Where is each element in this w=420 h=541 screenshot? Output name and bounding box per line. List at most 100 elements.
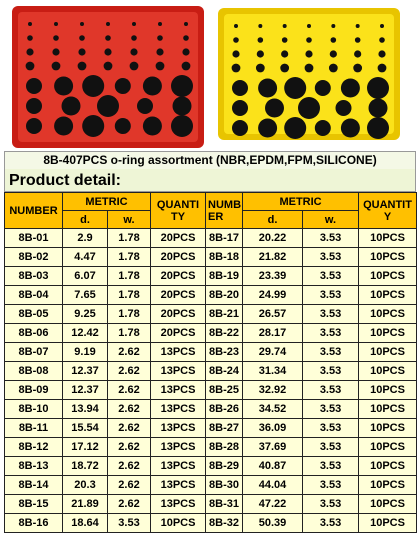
table-cell: 3.53 (302, 361, 360, 381)
table-cell: 3.53 (302, 247, 360, 267)
table-row: 8B-08 12.37 2.62 13PCS 8B-24 31.34 3.53 10PCS (4, 361, 418, 381)
table-cell: 2.62 (106, 361, 152, 381)
table-cell: 2.62 (106, 437, 152, 457)
table-cell: 8B-05 (4, 304, 63, 324)
red-case-tray (18, 12, 198, 142)
o-ring (380, 24, 384, 28)
table-cell: 20.3 (62, 475, 108, 495)
table-cell: 8B-20 (205, 285, 244, 305)
header-row: d. w. d. w. (5, 210, 417, 229)
table-cell: 13PCS (150, 456, 207, 476)
o-ring (183, 35, 189, 41)
table-cell: 2.9 (62, 228, 108, 248)
o-ring (354, 37, 361, 43)
table-cell: 8B-31 (205, 494, 244, 514)
o-ring (26, 118, 42, 134)
table-row: 8B-02 4.47 1.78 20PCS 8B-18 21.82 3.53 10PCS (4, 247, 418, 267)
table-cell: 12.37 (62, 361, 108, 381)
o-ring (26, 78, 42, 94)
o-ring (354, 50, 362, 58)
table-cell: 8B-17 (205, 228, 244, 248)
table-cell: 10PCS (358, 342, 418, 362)
table-cell: 4.47 (62, 247, 108, 267)
table-cell: 17.12 (62, 437, 108, 457)
table-cell: 10PCS (358, 399, 418, 419)
yellow-case (218, 8, 400, 140)
o-ring (304, 63, 314, 73)
o-ring (54, 22, 58, 26)
table-cell: 9.25 (62, 304, 108, 324)
table-cell: 8B-04 (4, 285, 63, 305)
table-cell: 18.72 (62, 456, 108, 476)
product-table: NUMBER METRIC QUANTI TY NUMB ER METRIC QUA… (4, 192, 418, 533)
table-cell: 3.53 (302, 513, 360, 533)
table-cell: 32.92 (242, 380, 304, 400)
o-ring (367, 117, 389, 139)
o-ring (284, 77, 307, 99)
product-detail-heading: Product detail: (4, 169, 416, 192)
table-cell: 20.22 (242, 228, 304, 248)
o-ring (114, 118, 131, 134)
header-cell: METRIC (61, 192, 152, 211)
o-ring (157, 35, 163, 41)
table-cell: 2.62 (106, 494, 152, 514)
o-ring (377, 63, 387, 73)
o-ring (171, 115, 193, 137)
header-line: QUANTIT (363, 198, 412, 211)
o-ring (298, 97, 320, 119)
header-line: TY (170, 210, 186, 223)
o-ring (79, 35, 85, 41)
table-cell: 1.78 (106, 285, 152, 305)
table-cell: 24.99 (242, 285, 304, 305)
table-cell: 8B-21 (205, 304, 244, 324)
table-cell: 3.53 (302, 228, 360, 248)
table-cell: 13.94 (62, 399, 108, 419)
table-cell: 1.78 (106, 247, 152, 267)
o-ring (131, 35, 137, 41)
header-cell: METRIC (242, 192, 360, 211)
o-ring (234, 24, 238, 28)
table-cell: 8B-16 (4, 513, 63, 533)
table-cell: 8B-30 (205, 475, 244, 495)
table-cell: 47.22 (242, 494, 304, 514)
o-ring (53, 35, 59, 41)
o-ring (340, 118, 360, 138)
table-cell: 8B-02 (4, 247, 63, 267)
table-cell: 3.53 (302, 342, 360, 362)
table-cell: 8B-07 (4, 342, 63, 362)
table-cell: 3.53 (302, 323, 360, 343)
table-cell: 50.39 (242, 513, 304, 533)
o-ring (26, 48, 34, 56)
header-line: QUANTI (156, 198, 200, 211)
o-ring (25, 61, 35, 71)
table-row: 8B-12 17.12 2.62 13PCS 8B-28 37.69 3.53 10PCS (4, 437, 418, 457)
o-ring (340, 78, 360, 98)
table-cell: 20PCS (150, 228, 207, 248)
table-cell: 20PCS (150, 285, 207, 305)
o-ring (51, 61, 61, 71)
o-ring (305, 50, 313, 58)
header-row: NUMBER METRIC QUANTI TY NUMB ER METRIC QUA… (4, 192, 418, 229)
header-cell: w. (106, 210, 152, 229)
table-header: NUMBER METRIC QUANTI TY NUMB ER METRIC QUA… (4, 192, 418, 229)
table-cell: 8B-26 (205, 399, 244, 419)
o-ring (306, 37, 312, 43)
o-ring (80, 22, 84, 26)
o-ring (82, 115, 105, 137)
table-cell: 12.37 (62, 380, 108, 400)
o-ring (255, 63, 265, 73)
table-cell: 21.89 (62, 494, 108, 514)
o-ring (77, 61, 87, 71)
o-ring (106, 22, 110, 26)
header-cell: d. (242, 210, 304, 229)
o-ring (155, 61, 165, 71)
o-ring (307, 24, 311, 28)
table-cell: 10PCS (150, 513, 207, 533)
o-ring (367, 77, 389, 99)
table-cell: 20PCS (150, 323, 207, 343)
table-cell: 3.53 (302, 456, 360, 476)
table-cell: 1.78 (106, 323, 152, 343)
header-line: ER (208, 210, 224, 223)
